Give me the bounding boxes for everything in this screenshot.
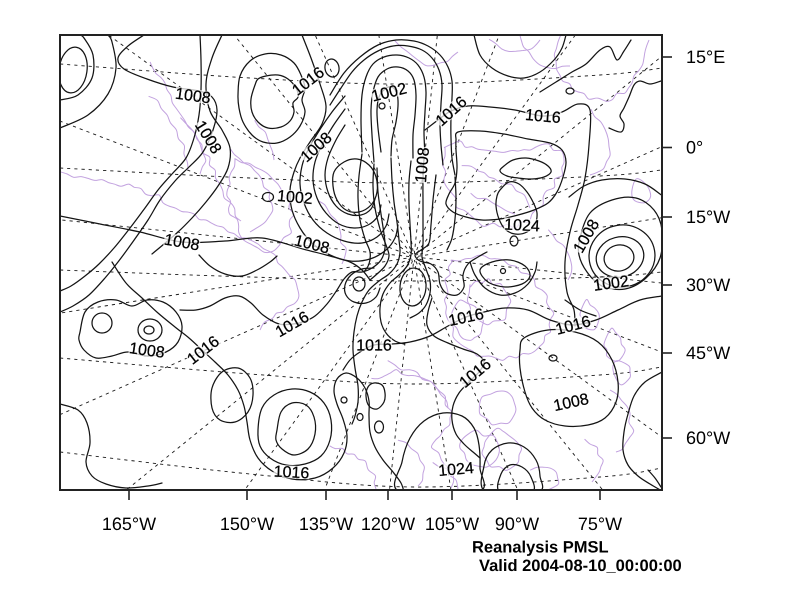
svg-text:120°W: 120°W bbox=[361, 514, 415, 534]
svg-text:1002: 1002 bbox=[592, 273, 630, 295]
svg-text:60°W: 60°W bbox=[686, 428, 730, 448]
svg-text:1016: 1016 bbox=[524, 107, 561, 127]
svg-text:165°W: 165°W bbox=[102, 514, 156, 534]
svg-text:1016: 1016 bbox=[356, 338, 392, 355]
svg-text:1008: 1008 bbox=[128, 340, 166, 362]
svg-text:30°W: 30°W bbox=[686, 275, 730, 295]
svg-text:Valid 2004-08-10_00:00:00: Valid 2004-08-10_00:00:00 bbox=[479, 557, 682, 575]
svg-text:15°E: 15°E bbox=[686, 47, 725, 67]
svg-text:1024: 1024 bbox=[504, 217, 541, 236]
svg-text:1024: 1024 bbox=[438, 460, 475, 480]
svg-text:150°W: 150°W bbox=[220, 514, 274, 534]
svg-text:15°W: 15°W bbox=[686, 207, 730, 227]
svg-text:90°W: 90°W bbox=[495, 514, 539, 534]
svg-text:1008: 1008 bbox=[413, 147, 433, 184]
svg-text:1008: 1008 bbox=[174, 86, 212, 108]
svg-text:105°W: 105°W bbox=[425, 514, 479, 534]
svg-text:1016: 1016 bbox=[447, 306, 485, 330]
svg-text:45°W: 45°W bbox=[686, 343, 730, 363]
svg-text:135°W: 135°W bbox=[299, 514, 353, 534]
svg-text:1008: 1008 bbox=[163, 232, 201, 255]
svg-text:1016: 1016 bbox=[273, 464, 310, 483]
svg-text:1002: 1002 bbox=[276, 188, 313, 208]
svg-text:0°: 0° bbox=[686, 138, 703, 158]
svg-text:75°W: 75°W bbox=[578, 514, 622, 534]
svg-text:Reanalysis PMSL: Reanalysis PMSL bbox=[472, 539, 609, 557]
